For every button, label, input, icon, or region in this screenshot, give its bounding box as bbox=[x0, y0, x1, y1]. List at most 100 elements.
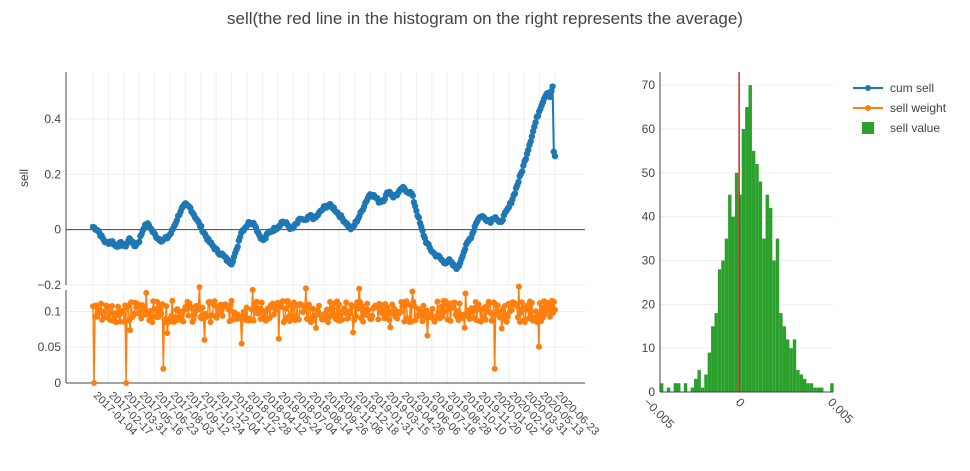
sell-weight-point bbox=[453, 308, 460, 315]
sell-weight-point bbox=[219, 312, 226, 319]
histogram-bar bbox=[762, 238, 766, 392]
sell-weight-point bbox=[336, 301, 343, 308]
sell-weight-point bbox=[365, 306, 372, 313]
histogram-bar bbox=[809, 383, 814, 392]
sell-weight-point bbox=[91, 380, 98, 386]
sell-weight-point bbox=[211, 298, 218, 305]
y-tick-label: 20 bbox=[642, 297, 656, 311]
histogram-bar bbox=[714, 313, 718, 392]
sell-weight-point bbox=[462, 290, 469, 297]
sell-weight-point bbox=[419, 318, 426, 325]
sell-weight-point bbox=[185, 312, 192, 319]
sell-weight-point bbox=[120, 307, 127, 314]
sell-weight-point bbox=[207, 319, 214, 326]
y-tick-label: 0 bbox=[648, 385, 655, 399]
sell-weight-point bbox=[394, 315, 401, 322]
cum-sell-point bbox=[234, 243, 241, 251]
sell-weight-point bbox=[164, 330, 171, 337]
histogram-bar bbox=[673, 383, 678, 392]
histogram-bar bbox=[765, 194, 769, 392]
sell-weight-point bbox=[311, 312, 318, 319]
sell-weight-point bbox=[188, 304, 195, 311]
sell-weight-point bbox=[518, 299, 525, 306]
y-tick-label: 0 bbox=[54, 376, 61, 390]
histogram-bar bbox=[700, 387, 705, 392]
cum-sell-point bbox=[136, 238, 143, 246]
cum-sell-point bbox=[515, 178, 522, 186]
histogram-bar bbox=[806, 383, 810, 392]
legend-marker-swatch bbox=[865, 105, 871, 111]
sell-weight-point bbox=[266, 315, 273, 322]
histogram-bar bbox=[772, 260, 776, 392]
sell-weight-point bbox=[403, 298, 410, 305]
cum-sell-point bbox=[413, 207, 420, 215]
y-tick-label: 0.05 bbox=[38, 340, 62, 354]
histogram-bar bbox=[779, 313, 783, 392]
histogram-bar bbox=[734, 172, 739, 392]
histogram-bar bbox=[731, 216, 735, 392]
sell-weight-point bbox=[127, 327, 134, 334]
sell-weight-point bbox=[282, 305, 289, 312]
sell-weight-point bbox=[109, 302, 116, 309]
chart-title: sell(the red line in the histogram on th… bbox=[227, 9, 743, 28]
cum-sell-point bbox=[415, 214, 423, 221]
histogram-bar bbox=[789, 348, 793, 392]
sell-weight-point bbox=[495, 309, 502, 316]
cum-sell-point bbox=[525, 146, 532, 154]
sell-weight-point bbox=[528, 299, 535, 306]
y-tick-label: 0.2 bbox=[44, 167, 61, 181]
sell-weight-point bbox=[143, 289, 150, 296]
sell-weight-point bbox=[253, 298, 260, 305]
legend: cum sell sell weight sell value bbox=[853, 81, 947, 135]
cum-sell-point bbox=[546, 93, 554, 101]
sell-weight-point bbox=[158, 310, 165, 317]
sell-weight-point bbox=[339, 316, 346, 323]
cum-sell-point bbox=[198, 222, 205, 230]
sell-weight-point bbox=[369, 312, 376, 319]
sell-weight-point bbox=[552, 306, 558, 313]
histogram-bar bbox=[758, 181, 763, 392]
y-tick-label: 40 bbox=[642, 210, 656, 224]
sell-weight-point bbox=[424, 332, 431, 339]
sell-weight-point bbox=[447, 317, 454, 324]
sell-weight-point bbox=[169, 297, 176, 304]
sell-weight-point bbox=[295, 316, 302, 323]
sell-weight-point bbox=[249, 286, 256, 293]
sell-weight-point bbox=[451, 299, 458, 306]
cum-sell-point bbox=[528, 133, 536, 140]
x-tick-label: 0.005 bbox=[825, 395, 856, 426]
sell-weight-point bbox=[487, 309, 494, 316]
histogram-bar bbox=[745, 107, 749, 393]
histogram-bar bbox=[694, 378, 698, 392]
sell-weight-point bbox=[347, 310, 354, 317]
histogram-bar bbox=[683, 383, 688, 392]
histogram-bar bbox=[785, 339, 790, 392]
sell-weight-point bbox=[343, 299, 350, 306]
cum-sell-point bbox=[549, 83, 556, 90]
sell-weight-point bbox=[275, 335, 282, 342]
sell-weight-point bbox=[98, 300, 105, 307]
sell-weight-point bbox=[524, 305, 531, 312]
legend-marker-swatch bbox=[865, 85, 871, 91]
histogram-bar bbox=[728, 194, 732, 392]
sell-weight-plot: 00.050.12017-01-042017-02-172017-03-3120… bbox=[38, 283, 601, 438]
cum-sell-point bbox=[527, 138, 534, 145]
sell-weight-point bbox=[353, 313, 360, 320]
cum-sell-point bbox=[518, 168, 526, 175]
sell-weight-point bbox=[121, 318, 128, 325]
sell-weight-point bbox=[115, 303, 122, 310]
sell-weight-point bbox=[201, 336, 208, 343]
sell-weight-point bbox=[250, 317, 257, 324]
y-tick-label: 10 bbox=[642, 341, 656, 355]
sell-weight-point bbox=[345, 315, 352, 322]
sell-weight-point bbox=[330, 305, 337, 312]
sell-weight-point bbox=[534, 311, 541, 318]
x-tick-label: −0.005 bbox=[641, 395, 677, 431]
sell-weight-point bbox=[238, 340, 245, 347]
sell-weight-point bbox=[123, 380, 130, 386]
legend-label: sell value bbox=[890, 121, 940, 135]
sell-weight-point bbox=[420, 302, 427, 309]
y-tick-label: −0.2 bbox=[37, 278, 61, 292]
sell-weight-point bbox=[196, 284, 203, 291]
